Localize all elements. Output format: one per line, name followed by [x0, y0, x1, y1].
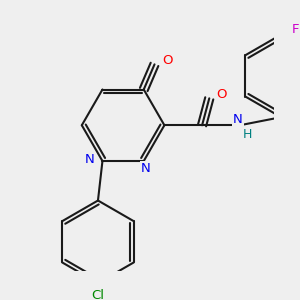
Text: H: H — [242, 128, 252, 141]
Text: O: O — [217, 88, 227, 101]
Text: F: F — [292, 23, 299, 36]
Text: N: N — [141, 162, 150, 175]
Text: O: O — [162, 54, 172, 67]
Text: N: N — [85, 153, 95, 166]
Text: Cl: Cl — [92, 289, 104, 300]
Text: N: N — [233, 113, 243, 126]
